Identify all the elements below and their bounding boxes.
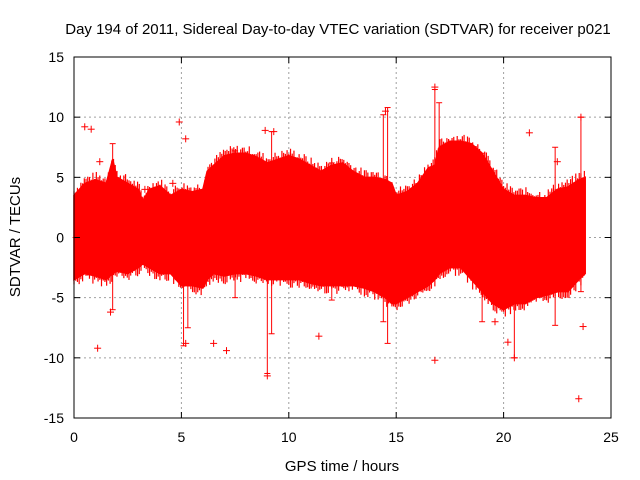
data-point bbox=[210, 339, 218, 347]
x-tick-label: 20 bbox=[496, 429, 512, 445]
y-tick-label: -5 bbox=[52, 290, 65, 306]
data-point bbox=[263, 372, 271, 380]
data-point bbox=[182, 339, 190, 347]
data-point bbox=[553, 158, 561, 166]
x-tick-label: 0 bbox=[70, 429, 78, 445]
data-point bbox=[182, 135, 190, 143]
data-point bbox=[575, 395, 583, 403]
data-point bbox=[87, 125, 95, 133]
data-point bbox=[223, 347, 231, 355]
data-point bbox=[107, 308, 115, 316]
y-axis-title: SDTVAR / TECUs bbox=[7, 177, 24, 297]
data-point bbox=[169, 179, 177, 187]
data-point bbox=[491, 318, 499, 326]
x-axis: 0 5 10 15 20 25 bbox=[70, 57, 619, 445]
data-point bbox=[94, 344, 102, 352]
data-point bbox=[81, 123, 89, 131]
data-point bbox=[525, 129, 533, 137]
x-tick-label: 10 bbox=[281, 429, 297, 445]
x-tick-label: 15 bbox=[388, 429, 404, 445]
y-tick-label: 5 bbox=[56, 169, 64, 185]
x-tick-label: 25 bbox=[603, 429, 619, 445]
data-point bbox=[579, 323, 587, 331]
data-point bbox=[431, 83, 439, 91]
spikes bbox=[109, 88, 584, 374]
data-point bbox=[510, 354, 518, 362]
data-point bbox=[141, 185, 149, 193]
data-point bbox=[175, 118, 183, 126]
data-point bbox=[431, 356, 439, 364]
y-tick-label: 15 bbox=[48, 49, 64, 65]
data-point bbox=[504, 338, 512, 346]
data-point bbox=[577, 113, 585, 121]
data-point bbox=[261, 126, 269, 134]
x-tick-label: 5 bbox=[178, 429, 186, 445]
y-tick-label: -10 bbox=[44, 350, 64, 366]
data-band bbox=[73, 134, 586, 317]
y-tick-label: 10 bbox=[48, 109, 64, 125]
data-point bbox=[96, 158, 104, 166]
data-point bbox=[270, 128, 278, 136]
x-axis-title: GPS time / hours bbox=[285, 458, 399, 475]
data-point bbox=[381, 107, 389, 115]
data-point bbox=[315, 332, 323, 340]
y-tick-label: -15 bbox=[44, 410, 64, 426]
chart-title: Day 194 of 2011, Sidereal Day-to-day VTE… bbox=[65, 21, 611, 38]
y-axis: -15 -10 -5 0 5 10 15 bbox=[44, 49, 611, 426]
y-tick-label: 0 bbox=[56, 230, 64, 246]
